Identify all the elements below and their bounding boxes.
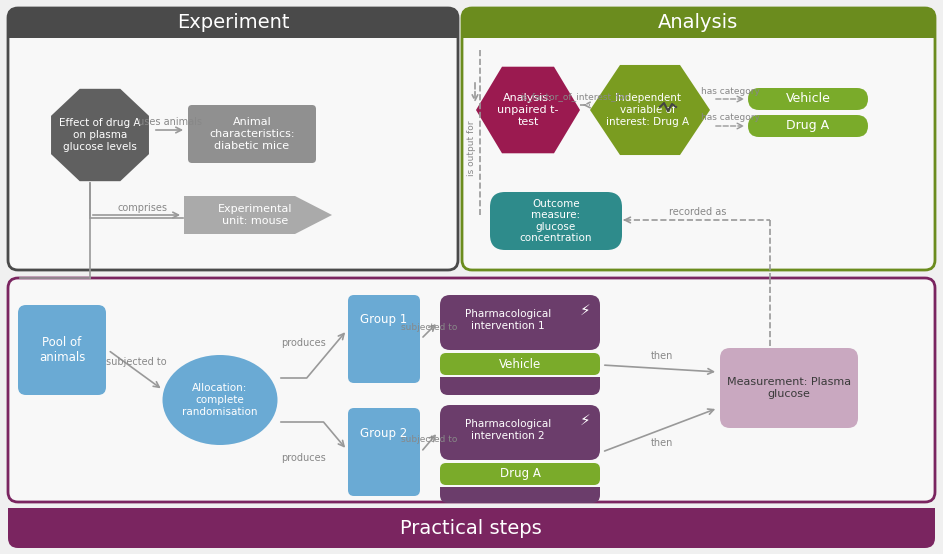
Text: produces: produces <box>282 338 326 348</box>
Text: then: then <box>651 438 673 448</box>
Text: Drug A: Drug A <box>500 468 540 480</box>
Text: subjected to: subjected to <box>106 357 166 367</box>
Polygon shape <box>590 65 710 155</box>
FancyBboxPatch shape <box>8 8 458 38</box>
Text: Group 2: Group 2 <box>360 427 407 439</box>
FancyBboxPatch shape <box>8 8 458 270</box>
Text: Allocation:
complete
randomisation: Allocation: complete randomisation <box>182 383 257 417</box>
FancyBboxPatch shape <box>440 463 600 485</box>
Text: Effect of drug A
on plasma
glucose levels: Effect of drug A on plasma glucose level… <box>59 119 141 152</box>
Text: Pharmacological
intervention 2: Pharmacological intervention 2 <box>465 419 551 441</box>
Text: has category: has category <box>701 114 759 122</box>
Text: is_factor_of_interest_for: is_factor_of_interest_for <box>520 93 628 101</box>
FancyBboxPatch shape <box>18 305 106 395</box>
Text: Practical steps: Practical steps <box>400 519 542 537</box>
FancyBboxPatch shape <box>440 353 600 375</box>
Text: Outcome
measure:
glucose
concentration: Outcome measure: glucose concentration <box>520 198 592 243</box>
Polygon shape <box>184 196 332 234</box>
FancyBboxPatch shape <box>348 408 420 496</box>
FancyBboxPatch shape <box>748 115 868 137</box>
FancyBboxPatch shape <box>440 487 600 495</box>
Text: Animal
characteristics:
diabetic mice: Animal characteristics: diabetic mice <box>209 117 295 151</box>
FancyBboxPatch shape <box>8 508 935 528</box>
Text: ⚡: ⚡ <box>580 302 590 317</box>
FancyBboxPatch shape <box>748 88 868 110</box>
Ellipse shape <box>162 355 277 445</box>
Text: produces: produces <box>282 453 326 463</box>
FancyBboxPatch shape <box>440 377 600 395</box>
FancyBboxPatch shape <box>720 348 858 428</box>
Polygon shape <box>51 89 149 181</box>
Text: Vehicle: Vehicle <box>499 357 541 371</box>
FancyBboxPatch shape <box>462 8 935 270</box>
FancyBboxPatch shape <box>490 192 622 250</box>
Text: ⚡: ⚡ <box>580 413 590 428</box>
Text: is output for: is output for <box>468 120 476 176</box>
Text: Analysis:
unpaired t-
test: Analysis: unpaired t- test <box>497 94 559 127</box>
Text: Measurement: Plasma
glucose: Measurement: Plasma glucose <box>727 377 852 399</box>
FancyBboxPatch shape <box>462 8 935 38</box>
FancyBboxPatch shape <box>440 295 600 350</box>
Text: Pharmacological
intervention 1: Pharmacological intervention 1 <box>465 309 551 331</box>
FancyBboxPatch shape <box>188 105 316 163</box>
Text: subjected to: subjected to <box>401 324 457 332</box>
Text: Drug A: Drug A <box>786 120 830 132</box>
Text: comprises: comprises <box>118 203 168 213</box>
FancyBboxPatch shape <box>440 377 600 385</box>
Polygon shape <box>476 66 580 153</box>
Text: subjected to: subjected to <box>401 435 457 444</box>
Text: uses animals: uses animals <box>138 117 202 127</box>
Text: then: then <box>651 351 673 361</box>
FancyBboxPatch shape <box>8 278 935 502</box>
Text: Independent
variable of
interest: Drug A: Independent variable of interest: Drug A <box>606 94 689 127</box>
FancyBboxPatch shape <box>440 487 600 503</box>
Text: Experiment: Experiment <box>176 13 290 33</box>
FancyBboxPatch shape <box>462 24 935 38</box>
Text: Pool of
animals: Pool of animals <box>39 336 85 364</box>
Text: Group 1: Group 1 <box>360 314 407 326</box>
Text: recorded as: recorded as <box>670 207 727 217</box>
FancyBboxPatch shape <box>348 295 420 383</box>
Text: has category: has category <box>701 86 759 95</box>
FancyBboxPatch shape <box>440 405 600 460</box>
Text: Experimental
unit: mouse: Experimental unit: mouse <box>218 204 292 226</box>
Text: Vehicle: Vehicle <box>786 93 831 105</box>
Text: Analysis: Analysis <box>658 13 738 33</box>
FancyBboxPatch shape <box>8 24 458 38</box>
FancyBboxPatch shape <box>8 508 935 548</box>
